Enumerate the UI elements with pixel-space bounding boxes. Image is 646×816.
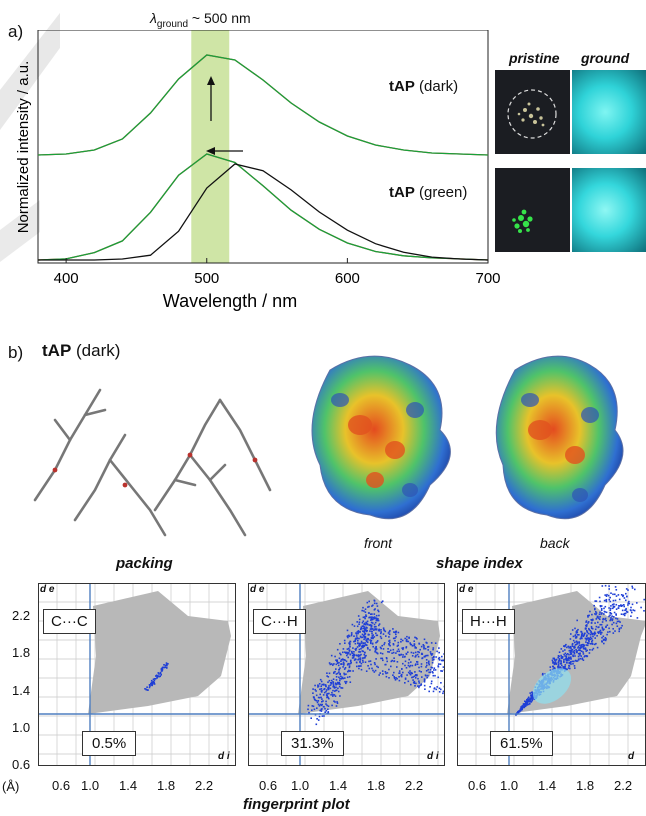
fp-x-tick-label: 1.0 [500,778,519,793]
fingerprint-caption: fingerprint plot [243,796,350,813]
spectrum-series-2 [37,153,489,261]
photo-header-pristine: pristine [509,50,560,66]
spectrum-curves [37,54,489,261]
fp-x-tick-label: 1.0 [81,778,100,793]
fp-x-tick-label: 0.6 [468,778,487,793]
axis-de-label: d e [459,584,474,595]
photo-dark-ground [572,70,646,154]
contact-percent: 31.3% [281,731,344,756]
fp-x-tick-label: 1.8 [367,778,386,793]
x-ticks: 400 500 600 700 [54,258,500,287]
axis-di-label: d i [218,751,230,762]
fp-x-tick-label: 1.0 [291,778,310,793]
fp-x-tick-label: 1.4 [119,778,138,793]
photo-green-pristine [495,168,570,252]
fp-x-tick-label: 1.8 [157,778,176,793]
trace-label-green-bold: tAP [389,184,415,201]
panel-b-label: b) [8,343,24,362]
contact-tag: H···H [462,609,515,634]
trace-label-dark: tAP (dark) [389,78,458,95]
x-tick-label-1: 500 [194,270,219,287]
fp-x-tick-label: 0.6 [259,778,278,793]
contact-percent: 0.5% [82,731,137,756]
fp-x-tick-label: 0.6 [52,778,71,793]
back-label: back [540,535,570,551]
fp-x-tick-label: 2.2 [405,778,424,793]
decorative-ribbon [0,12,60,262]
axis-di-label: d [628,751,635,762]
spectrum-series-3 [37,153,489,261]
shape-index-back [495,355,624,520]
plot-frame [37,30,489,264]
lambda-ground-annotation: λground ~ 500 nm [150,10,251,30]
lambda-symbol: λ [150,10,157,26]
contact-percent: 61.5% [490,731,553,756]
fp-x-tick-label: 2.2 [614,778,633,793]
fingerprint-plot-0 [38,583,236,766]
emission-spectrum-chart: 400 500 600 700 Wavelength / nm Normalized … [15,30,500,311]
panel-b-title: tAP (dark) [42,341,120,361]
trace-label-dark-rest: (dark) [414,78,459,95]
trace-label-dark-bold: tAP [389,78,415,95]
panel-a-label: a) [8,22,24,41]
axis-di-label: d i [427,751,439,762]
fp-y-tick-label: 1.0 [12,720,31,735]
axis-de-label: d e [250,584,265,595]
spectrum-series-1 [37,54,489,156]
photo-green-ground [572,168,646,252]
fp-x-tick-label: 2.2 [195,778,214,793]
x-axis-label: Wavelength / nm [163,291,297,311]
fp-x-tick-label: 1.8 [576,778,595,793]
trace-label-green-rest: (green) [414,184,468,201]
lambda-value: ~ 500 nm [188,10,251,26]
photo-header-ground: ground [581,50,630,66]
shape-index-label: shape index [436,555,523,572]
unit-label: (Å) [2,779,20,794]
fp-y-tick-label: 1.4 [12,683,31,698]
fingerprint-plot-1 [248,583,445,766]
lambda-subscript: ground [156,18,189,30]
blueshift-arrow-icon [206,147,243,155]
x-tick-label-3: 700 [475,270,500,287]
contact-tag: C···H [253,609,306,634]
y-axis-label: Normalized intensity / a.u. [15,61,32,234]
fp-x-tick-label: 1.4 [329,778,348,793]
front-label: front [364,535,393,551]
x-tick-label-2: 600 [335,270,360,287]
spectrum-series-4 [38,163,489,261]
trace-label-green: tAP (green) [389,184,467,201]
shape-index-front [311,355,451,520]
x-tick-label-0: 400 [54,270,79,287]
photo-dark-pristine [495,70,570,154]
increase-arrow-icon [207,76,215,121]
fp-y-tick-label: 2.2 [12,608,31,623]
fp-y-tick-label: 1.8 [12,645,31,660]
panel-b-title-rest: (dark) [71,341,121,360]
contact-tag: C···C [43,609,96,634]
packing-label: packing [116,555,173,572]
ground-wavelength-band [191,30,230,263]
fp-y-tick-label: 0.6 [12,757,31,772]
panel-b-title-bold: tAP [42,341,72,360]
spectrum-series-0 [37,54,489,156]
crystal-packing-illustration [33,388,272,537]
axis-de-label: d e [40,584,55,595]
fp-x-tick-label: 1.4 [538,778,557,793]
